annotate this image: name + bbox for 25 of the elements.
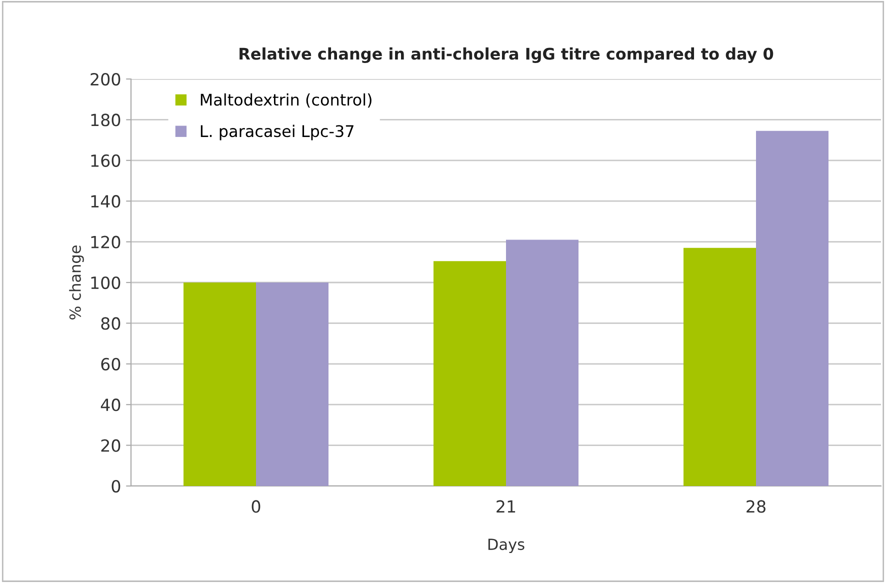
y-tick-label: 100 [91, 276, 120, 290]
y-axis-title: % change [69, 246, 84, 320]
y-tick-label: 160 [91, 154, 120, 167]
bar [256, 282, 328, 486]
y-tick-label: 20 [101, 439, 120, 452]
x-tick-label: 28 [746, 500, 766, 513]
y-tick-label: 60 [101, 358, 120, 370]
y-tick-label: 80 [101, 317, 120, 330]
bar [506, 240, 578, 486]
legend-label: Maltodextrin (control) [200, 93, 372, 108]
y-tick-label: 40 [100, 398, 120, 412]
x-tick-label: 0 [252, 500, 260, 513]
y-tick-label: 140 [91, 195, 120, 208]
y-tick-label: 0 [112, 480, 120, 493]
y-tick-label: 120 [91, 236, 120, 248]
legend-label: L. paracasei Lpc-37 [200, 124, 354, 140]
x-axis-title: Days [488, 538, 524, 554]
bar [756, 130, 828, 486]
chart-title: Relative change in anti-cholera IgG titre compared to day 0 [240, 47, 774, 63]
x-tick-label: 21 [496, 500, 516, 513]
bar [434, 261, 506, 486]
y-tick-label: 200 [90, 72, 120, 86]
bar [184, 282, 256, 486]
bar [684, 248, 756, 486]
y-tick-label: 180 [91, 114, 120, 126]
